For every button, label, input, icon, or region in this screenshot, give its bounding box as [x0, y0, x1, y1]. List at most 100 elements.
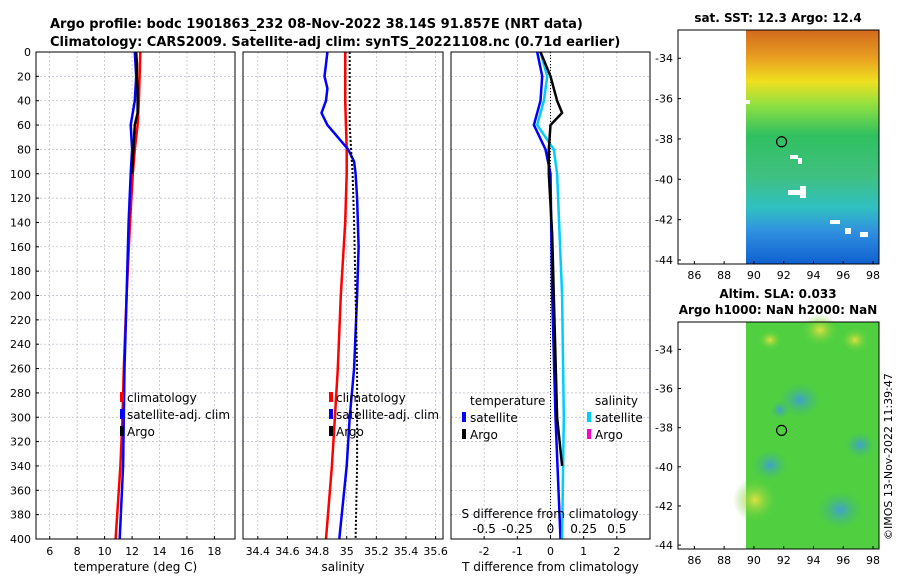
salinity-profile: 34.4 34.6 34.8 35 35.2 35.4 35.6 salinity climat… — [242, 51, 448, 574]
lon-tick-label: 92 — [777, 554, 791, 567]
lon-tick-label: 88 — [717, 554, 731, 567]
cloud-mask — [860, 232, 868, 237]
legend-label: satellite — [470, 411, 518, 425]
s-tick-label: -0.25 — [502, 522, 533, 536]
salinity-diff-label: S difference from climatology — [462, 507, 639, 521]
x-tick-label: 34.4 — [246, 545, 271, 558]
legend-swatch — [587, 412, 591, 422]
lat-tick-label: -36 — [655, 93, 673, 106]
sla-anomaly — [802, 314, 838, 346]
legend-label: Argo — [336, 425, 364, 439]
y-tick-label: 340 — [10, 460, 31, 473]
y-tick-label: 180 — [10, 265, 31, 278]
y-tick-label: 60 — [17, 119, 31, 132]
legend-label: climatology — [127, 391, 197, 405]
lat-tick-label: -40 — [655, 461, 673, 474]
series-s-satellite — [535, 51, 566, 540]
sla-anomaly — [816, 490, 864, 530]
legend-swatch — [120, 409, 124, 419]
cloud-mask — [798, 158, 802, 164]
lat-tick-label: -44 — [655, 539, 673, 552]
map-frame — [677, 29, 880, 265]
x-tick-label: -2 — [479, 545, 490, 558]
title-line-2: Climatology: CARS2009. Satellite-adj cli… — [50, 35, 620, 50]
lon-tick-label: 86 — [687, 269, 701, 282]
series-t-satellite — [532, 51, 562, 540]
s-tick-label: 0 — [547, 522, 555, 536]
s-tick-label: 0.25 — [570, 522, 597, 536]
lon-tick-label: 94 — [806, 554, 820, 567]
lon-tick-label: 92 — [777, 269, 791, 282]
map-title: Argo h1000: NaN h2000: NaN — [679, 303, 878, 317]
x-tick-label: -1 — [512, 545, 523, 558]
cloud-mask — [788, 190, 804, 195]
legend-label: satellite-adj. clim — [336, 408, 439, 422]
sst-map: -34 -36 -38 -40 -42 -44 86 88 90 92 94 96 98 sat. SST… — [655, 11, 880, 282]
map-title: sat. SST: 12.3 Argo: 12.4 — [694, 11, 861, 25]
series-climatology — [324, 52, 348, 540]
series-argo-dotted- — [348, 52, 359, 540]
x-axis-label: salinity — [321, 560, 364, 574]
legend-label: satellite-adj. clim — [127, 408, 230, 422]
argo-location-marker — [775, 424, 788, 437]
x-axis-label: T difference from climatology — [461, 560, 639, 574]
imos-timestamp: ©IMOS 13-Nov-2022 11:39:47 — [882, 373, 895, 540]
legend-swatch — [587, 429, 591, 439]
legend-swatch — [120, 426, 124, 436]
legend-label: climatology — [336, 391, 406, 405]
x-tick-label: 34.6 — [275, 545, 300, 558]
x-tick-label: 35.2 — [364, 545, 389, 558]
x-tick-label: 14 — [153, 545, 167, 558]
lat-tick-label: -44 — [655, 254, 673, 267]
y-tick-label: 380 — [10, 509, 31, 522]
lat-tick-label: -36 — [655, 383, 673, 396]
cloud-mask — [800, 186, 806, 198]
lat-tick-label: -42 — [655, 500, 673, 513]
y-tick-label: 20 — [17, 70, 31, 83]
sla-anomaly — [841, 328, 869, 352]
temperature-profile: 0 20 40 60 80 100 120 140 160 180 200 220 240 260 280 3… — [10, 46, 236, 574]
plot-frame — [242, 51, 444, 540]
y-tick-label: 200 — [10, 290, 31, 303]
lon-tick-label: 90 — [747, 554, 761, 567]
x-tick-label: 35 — [340, 545, 354, 558]
legend-label: Argo — [127, 425, 155, 439]
y-tick-label: 140 — [10, 216, 31, 229]
lat-tick-label: -38 — [655, 133, 673, 146]
lon-tick-label: 88 — [717, 269, 731, 282]
y-tick-label: 240 — [10, 338, 31, 351]
cloud-mask — [830, 220, 840, 224]
x-tick-label: 1 — [580, 545, 587, 558]
lon-tick-label: 90 — [747, 269, 761, 282]
y-tick-label: 280 — [10, 387, 31, 400]
x-tick-label: 34.8 — [305, 545, 330, 558]
lat-tick-label: -34 — [655, 343, 673, 356]
sla-anomaly — [752, 449, 788, 481]
lon-tick-label: 98 — [866, 554, 880, 567]
legend-swatch — [329, 409, 333, 419]
map-panels: -34 -36 -38 -40 -42 -44 86 88 90 92 94 96 98 sat. SST… — [655, 11, 880, 567]
x-tick-label: 2 — [613, 545, 620, 558]
s-tick-label: 0.5 — [607, 522, 626, 536]
lat-tick-label: -38 — [655, 422, 673, 435]
legend-swatch — [120, 392, 124, 402]
x-tick-label: 8 — [74, 545, 81, 558]
x-tick-label: 10 — [98, 545, 112, 558]
cloud-mask — [845, 228, 851, 234]
sst-field — [746, 30, 879, 264]
lat-tick-label: -42 — [655, 214, 673, 227]
lon-tick-label: 94 — [806, 269, 820, 282]
x-tick-label: 6 — [46, 545, 53, 558]
series-climatology — [114, 51, 142, 540]
y-tick-label: 260 — [10, 363, 31, 376]
title-line-1: Argo profile: bodc 1901863_232 08-Nov-20… — [50, 17, 583, 32]
lat-tick-label: -34 — [655, 52, 673, 65]
sla-anomaly — [770, 400, 790, 420]
argo-location-marker — [775, 136, 788, 148]
x-tick-label: 0 — [547, 545, 554, 558]
series-satellite-adj-clim — [118, 51, 138, 540]
x-tick-label: 12 — [125, 545, 139, 558]
series-satellite-adj-clim — [320, 51, 360, 540]
lon-tick-label: 96 — [836, 554, 850, 567]
